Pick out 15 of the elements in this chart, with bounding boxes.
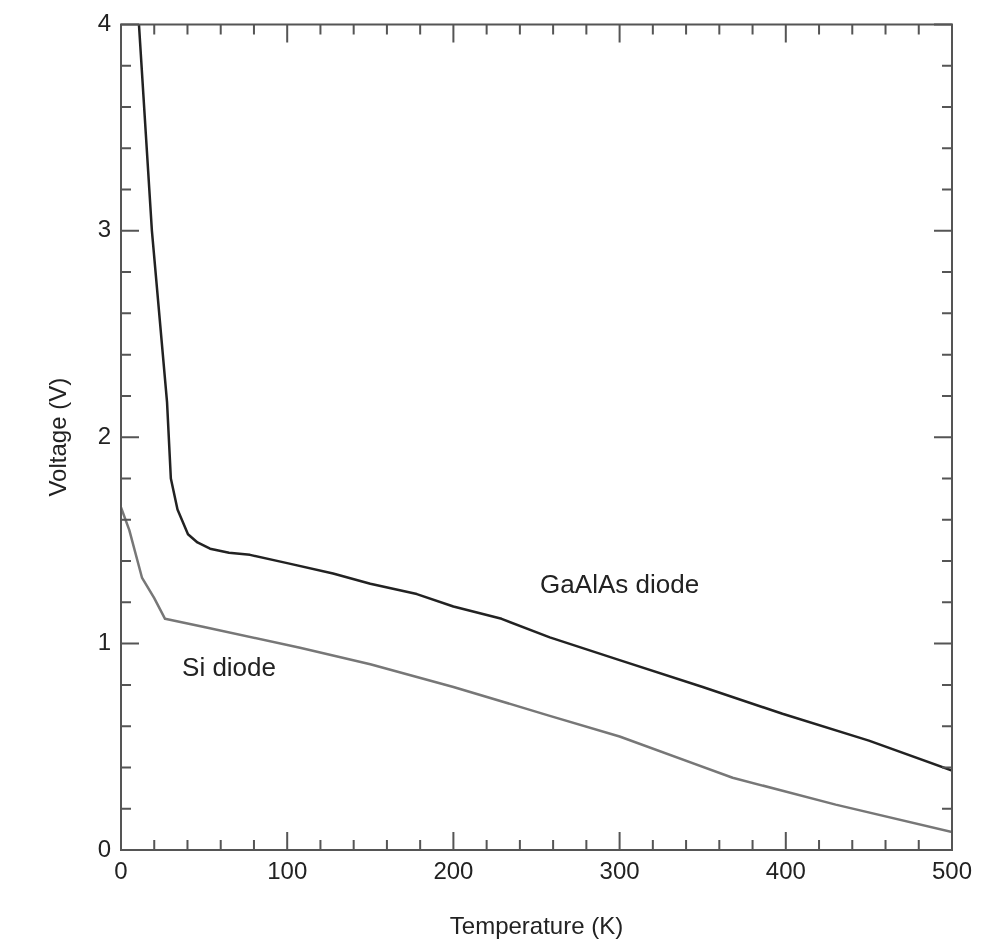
- x-tick-label: 0: [114, 857, 128, 885]
- series-label: GaAlAs diode: [540, 568, 700, 599]
- y-axis-title: Voltage (V): [44, 377, 72, 497]
- y-tick-label: 4: [97, 9, 111, 37]
- x-tick-label: 400: [765, 857, 806, 885]
- x-tick-label: 300: [599, 857, 640, 885]
- y-tick-label: 0: [97, 834, 111, 862]
- x-tick-label: 100: [267, 857, 308, 885]
- y-tick-label: 1: [97, 628, 111, 656]
- x-tick-label: 200: [433, 857, 474, 885]
- x-tick-label: 500: [931, 857, 973, 885]
- y-tick-label: 2: [97, 421, 111, 449]
- y-tick-label: 3: [97, 215, 111, 243]
- series-label: Si diode: [182, 652, 277, 683]
- x-axis-title: Temperature (K): [449, 912, 624, 940]
